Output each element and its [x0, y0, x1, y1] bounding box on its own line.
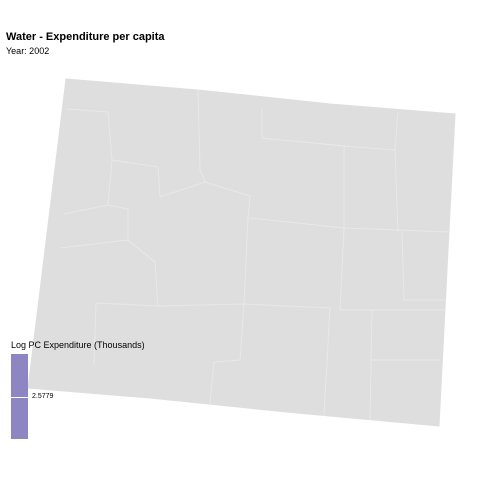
county-borders	[59, 89, 451, 421]
state-outline	[27, 78, 456, 427]
county-border-line	[157, 303, 245, 405]
county-border-line	[369, 309, 373, 421]
county-border-line	[343, 227, 451, 233]
page-subtitle: Year: 2002	[6, 46, 50, 56]
legend-title: Log PC Expenditure (Thousands)	[11, 340, 145, 350]
legend-value-label: 2.5779	[32, 393, 54, 400]
county-border-line	[111, 159, 251, 219]
legend-color-bar	[11, 354, 28, 439]
county-border-line	[261, 108, 345, 228]
county-border-line	[93, 204, 159, 366]
county-border-line	[249, 217, 444, 311]
county-border-line	[59, 239, 129, 249]
legend-tick	[11, 397, 28, 398]
county-border-line	[197, 89, 206, 183]
county-border-line	[394, 149, 399, 233]
county-border-line	[243, 217, 331, 417]
page-title: Water - Expenditure per capita	[6, 31, 165, 43]
county-border-line	[401, 231, 445, 301]
